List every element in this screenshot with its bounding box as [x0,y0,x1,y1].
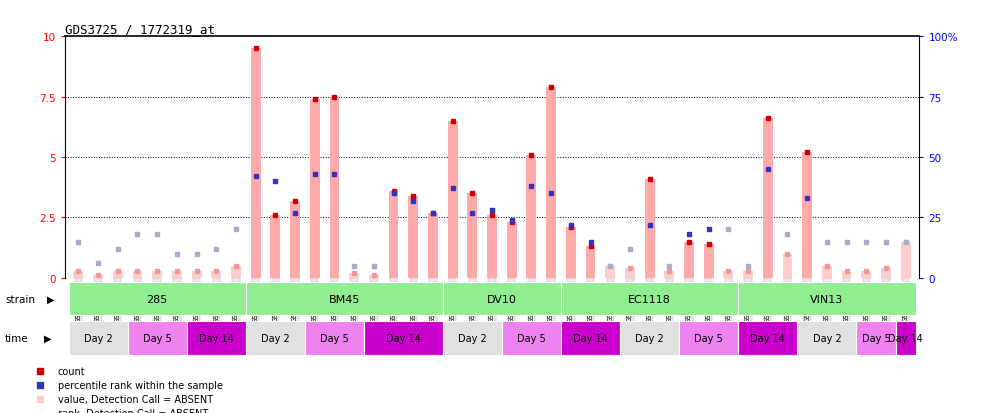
Bar [664,271,674,278]
Text: GDS3725 / 1772319_at: GDS3725 / 1772319_at [65,23,215,36]
Text: value, Detection Call = ABSENT: value, Detection Call = ABSENT [58,394,213,404]
FancyBboxPatch shape [69,321,127,355]
Text: Day 2: Day 2 [635,333,664,343]
Bar [762,119,772,278]
Bar [428,213,438,278]
FancyBboxPatch shape [502,321,561,355]
FancyBboxPatch shape [442,282,561,316]
Bar [310,100,320,278]
Text: rank, Detection Call = ABSENT: rank, Detection Call = ABSENT [58,408,208,413]
Text: Day 2: Day 2 [83,333,112,343]
Bar [566,228,576,278]
Bar [113,271,122,278]
FancyBboxPatch shape [797,321,857,355]
Text: count: count [58,366,85,377]
FancyBboxPatch shape [246,321,305,355]
FancyBboxPatch shape [246,282,442,316]
Text: Day 5: Day 5 [143,333,172,343]
Text: ▶: ▶ [47,294,55,304]
Text: Day 5: Day 5 [862,333,891,343]
Bar [409,196,418,278]
Text: Day 14: Day 14 [386,333,420,343]
FancyBboxPatch shape [739,321,797,355]
Text: VIN13: VIN13 [810,294,844,304]
Bar [152,271,162,278]
Bar [802,153,812,278]
Bar [74,271,83,278]
Bar [901,242,911,278]
Text: DV10: DV10 [487,294,517,304]
Text: Day 2: Day 2 [458,333,487,343]
FancyBboxPatch shape [364,321,442,355]
Bar [546,88,556,278]
Bar [212,271,222,278]
Bar [724,271,734,278]
Bar [447,121,457,278]
Text: Day 14: Day 14 [750,333,785,343]
Text: Day 5: Day 5 [517,333,546,343]
Text: strain: strain [5,294,35,304]
Bar [605,266,615,278]
Text: BM45: BM45 [329,294,360,304]
Bar [782,254,792,278]
Bar [349,273,359,278]
FancyBboxPatch shape [69,282,246,316]
FancyBboxPatch shape [442,321,502,355]
Text: Day 2: Day 2 [812,333,841,343]
FancyBboxPatch shape [857,321,896,355]
Text: Day 14: Day 14 [574,333,608,343]
Bar [527,155,537,278]
FancyBboxPatch shape [127,321,187,355]
Bar [684,242,694,278]
Text: percentile rank within the sample: percentile rank within the sample [58,380,223,390]
Bar [842,271,852,278]
Bar [507,223,517,278]
Bar [290,201,300,278]
Bar [744,271,753,278]
Bar [487,216,497,278]
FancyBboxPatch shape [739,282,915,316]
FancyBboxPatch shape [561,321,620,355]
Text: 285: 285 [146,294,168,304]
Bar [881,268,891,278]
Text: Day 5: Day 5 [320,333,349,343]
Text: Day 14: Day 14 [199,333,234,343]
Bar [270,216,280,278]
Bar [231,266,241,278]
Bar [250,49,260,278]
Bar [822,266,832,278]
FancyBboxPatch shape [896,321,915,355]
Bar [369,276,379,278]
Text: ▶: ▶ [44,333,52,343]
Bar [625,268,635,278]
FancyBboxPatch shape [679,321,739,355]
Bar [862,271,871,278]
Bar [330,97,339,278]
Bar [93,276,103,278]
Bar [132,271,142,278]
Text: Day 5: Day 5 [695,333,723,343]
Bar [389,191,399,278]
Bar [172,271,182,278]
Bar [585,247,595,278]
Bar [467,194,477,278]
Bar [192,271,202,278]
Text: Day 14: Day 14 [889,333,923,343]
Text: time: time [5,333,29,343]
FancyBboxPatch shape [561,282,739,316]
FancyBboxPatch shape [305,321,364,355]
Bar [704,244,714,278]
Text: Day 2: Day 2 [261,333,289,343]
Bar [645,179,654,278]
FancyBboxPatch shape [620,321,679,355]
Text: EC1118: EC1118 [628,294,671,304]
FancyBboxPatch shape [187,321,246,355]
